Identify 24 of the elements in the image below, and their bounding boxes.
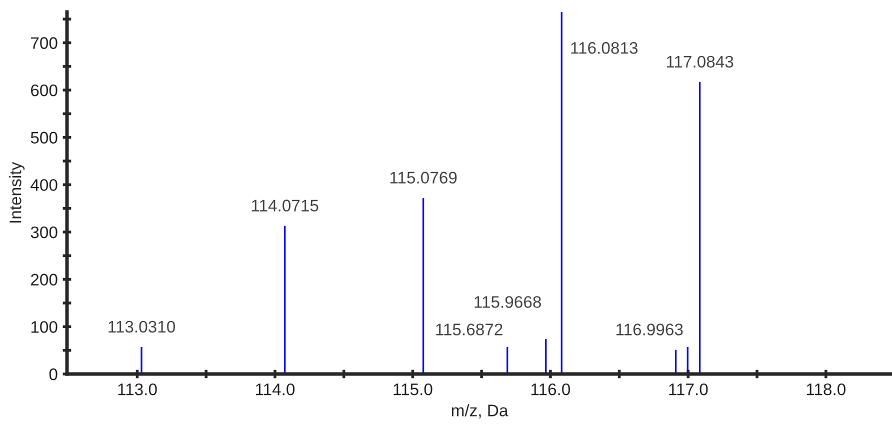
x-tick-label: 117.0 — [669, 383, 708, 396]
x-axis-title: m/z, Da — [452, 404, 508, 418]
x-tick-label: 113.0 — [118, 383, 157, 396]
annotation: 116.0813 — [571, 42, 638, 54]
y-tick-label: 600 — [31, 84, 58, 96]
y-tick-label: 0 — [49, 368, 58, 380]
y-tick-label: 700 — [31, 37, 58, 49]
x-tick-label: 114.0 — [256, 383, 295, 396]
annotation: 117.0843 — [666, 56, 734, 68]
x-tick-label: 116.0 — [531, 383, 570, 396]
x-tick-label: 118.0 — [806, 383, 846, 396]
annotation: 115.6872 — [436, 324, 502, 336]
y-tick-label: 400 — [30, 179, 58, 191]
annotation: 115.0769 — [390, 172, 457, 184]
annotation: 114.0715 — [252, 200, 318, 212]
annotation: 116.9963 — [616, 324, 683, 336]
y-tick-label: 200 — [31, 274, 58, 286]
annotation: 113.0310 — [108, 320, 176, 333]
y-tick-label: 500 — [30, 132, 58, 144]
x-tick-label: 115.0 — [394, 383, 432, 396]
y-tick-label: 100 — [31, 321, 58, 333]
annotation: 115.9668 — [474, 296, 541, 308]
y-tick-label: 300 — [30, 226, 58, 238]
y-axis-title: Intensity — [9, 162, 25, 222]
